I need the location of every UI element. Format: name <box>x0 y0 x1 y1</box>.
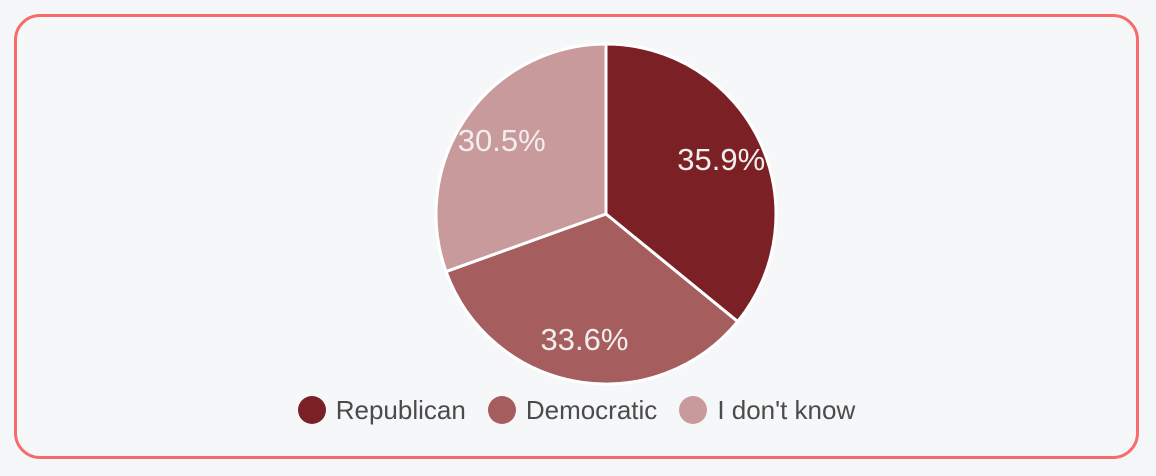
legend-item-republican[interactable]: Republican <box>297 395 466 425</box>
legend-item-democratic[interactable]: Democratic <box>487 395 658 425</box>
slice-value-label-democratic: 33.6% <box>541 322 629 357</box>
legend-swatch-icon <box>679 396 708 424</box>
legend-label: I don't know <box>717 395 856 425</box>
legend-label: Democratic <box>525 395 658 425</box>
legend-swatch-icon <box>297 396 326 424</box>
chart-card: 35.9% 33.6% 30.5% Republican Democratic I do… <box>14 14 1139 459</box>
chart-legend: Republican Democratic I don't know <box>17 395 1136 425</box>
slice-value-label-republican: 35.9% <box>677 142 765 177</box>
legend-swatch-icon <box>487 396 516 424</box>
legend-label: Republican <box>335 395 466 425</box>
pie-chart[interactable]: 35.9% 33.6% 30.5% <box>432 40 780 388</box>
slice-value-label-i-don-t-know: 30.5% <box>458 123 546 158</box>
pie-slice-i-don-t-know[interactable] <box>434 42 608 274</box>
legend-item-i-don-t-know[interactable]: I don't know <box>679 395 855 425</box>
pie-slice-democratic[interactable] <box>444 212 740 386</box>
pie-slice-republican[interactable] <box>604 42 778 324</box>
